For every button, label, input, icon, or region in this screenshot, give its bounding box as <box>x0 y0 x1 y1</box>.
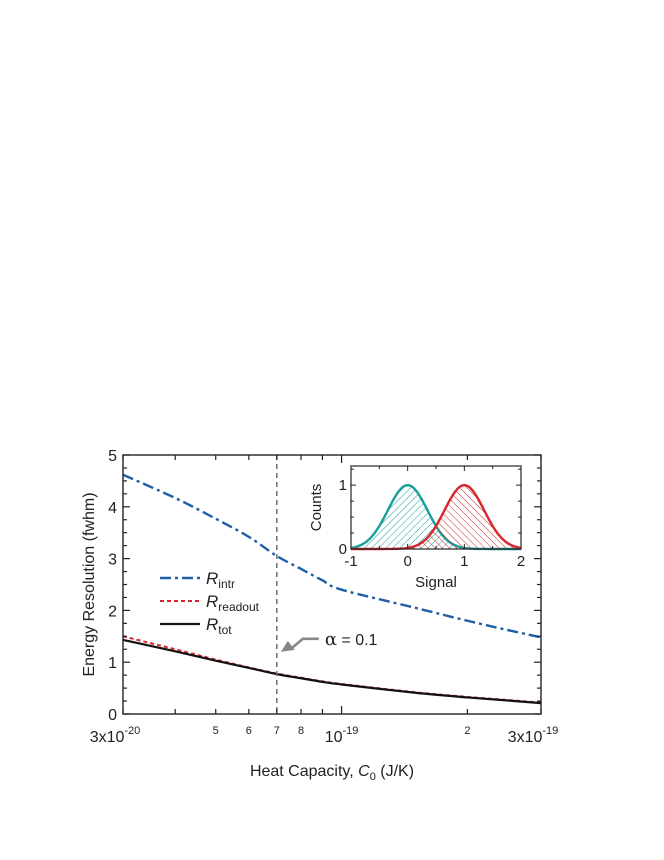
x-minor-tick-label: 7 <box>274 725 280 737</box>
x-minor-tick-label: 2 <box>464 725 470 737</box>
legend-label-intr: Rintr <box>206 569 235 591</box>
legend-label-tot: Rtot <box>206 615 232 637</box>
legend-label-readout: Rreadout <box>206 592 260 614</box>
main-plot: 0 1 2 3 4 5 3x10-20 10-19 3x10-19 5 6 7 8 2 Energy Re… <box>81 448 558 783</box>
y-axis-title: Energy Resolution (fwhm) <box>81 492 98 676</box>
annotation-arrowhead <box>280 640 295 652</box>
y-tick-label: 1 <box>108 655 117 672</box>
x-minor-tick-label: 5 <box>213 725 219 737</box>
inset-x-tick-label: 2 <box>517 553 525 570</box>
x-minor-tick-label: 8 <box>298 725 304 737</box>
inset-y-tick-label: 1 <box>339 477 347 494</box>
x-axis-title: Heat Capacity, C0 (J/K) <box>250 763 414 783</box>
series-line-intr <box>123 473 541 639</box>
inset-y-tick-label: 0 <box>339 541 347 558</box>
alpha-annotation: α = 0.1 <box>280 629 378 652</box>
inset-x-tick-label: 0 <box>403 553 411 570</box>
y-tick-label: 2 <box>108 603 117 620</box>
annotation-arrow <box>289 637 319 650</box>
inset-x-tick-label: -1 <box>344 553 357 570</box>
y-tick-label: 0 <box>108 707 117 724</box>
y-tick-label: 5 <box>108 448 117 465</box>
x-major-tick-label: 3x10-20 <box>90 725 141 746</box>
inset-y-axis-title: Counts <box>308 484 325 532</box>
series-line-tot <box>123 638 541 705</box>
inset-x-axis-title: Signal <box>415 574 457 591</box>
x-major-tick-label: 10-19 <box>325 725 359 746</box>
annotation-label: α = 0.1 <box>325 629 378 650</box>
x-major-tick-label: 3x10-19 <box>508 725 559 746</box>
x-minor-tick-label: 6 <box>246 725 252 737</box>
y-tick-label: 3 <box>108 552 117 569</box>
y-tick-label: 4 <box>108 500 117 517</box>
inset-x-tick-label: 1 <box>460 553 468 570</box>
